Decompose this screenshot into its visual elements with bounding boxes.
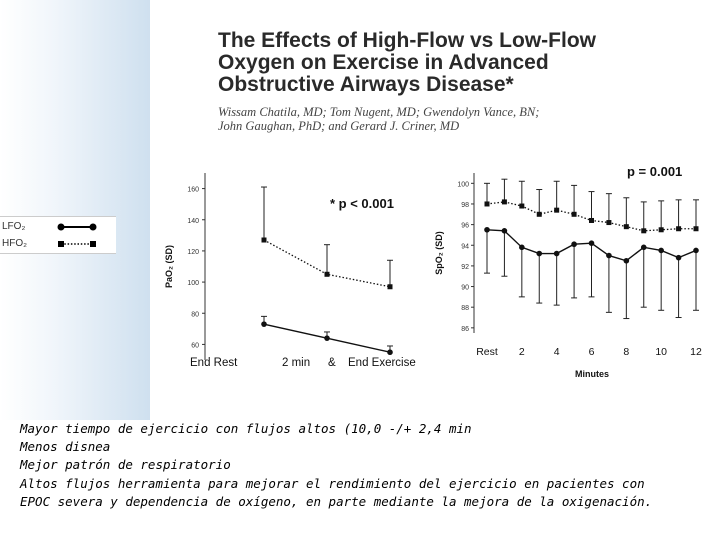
x-category-label: 2 min (282, 357, 310, 369)
hfo-series-point (658, 227, 664, 233)
hfo-series-point (606, 220, 612, 226)
x-category-label: End Rest (190, 357, 238, 369)
caption-line: Mayor tiempo de ejercicio con flujos alt… (20, 421, 472, 436)
lfo-series-point (623, 257, 630, 264)
hfo-series-point (387, 284, 393, 290)
x-axis-label: Minutes (575, 369, 609, 379)
x-tick-label: 8 (623, 346, 629, 358)
lfo-series-point (536, 250, 543, 257)
lfo-series-point (571, 241, 577, 248)
spo2-chart-panel: 86 88 90 92 94 96 98 100 SpO₂ (SD) p = 0.001 Rest 2… (430, 155, 712, 385)
y-axis-label: PaO₂ (SD) (164, 245, 174, 288)
hfo-series-point (519, 203, 525, 209)
lfo-series-point (553, 250, 560, 257)
pao2-chart: 60 80 100 120 140 160 PaO₂ (SD) * p < 0.001 End … (164, 173, 416, 369)
lfo-series-point (588, 240, 595, 246)
y-tick-label: 60 (191, 342, 199, 349)
y-tick-label: 86 (461, 326, 469, 333)
lfo-series-point (501, 228, 508, 234)
hfo-series-point (536, 211, 542, 217)
hfo-series-point (484, 201, 490, 207)
lfo-series-point (658, 247, 664, 254)
paper-title: The Effects of High-Flow vs Low-Flow Oxy… (218, 30, 698, 96)
x-tick-label: 10 (655, 346, 667, 358)
legend-label-hfo: HFO₂ (2, 238, 27, 249)
x-category-label: End Exercise (348, 357, 416, 369)
lfo-series-point (606, 252, 612, 259)
y-tick-label: 100 (187, 280, 199, 287)
y-tick-label: 160 (187, 187, 199, 194)
legend-label-lfo: LFO₂ (2, 221, 26, 232)
lfo-series-point (640, 244, 647, 251)
title-line: Oxygen on Exercise in Advanced (218, 51, 549, 74)
y-tick-label: 88 (461, 305, 469, 312)
caption-line: Menos disnea (20, 439, 111, 455)
hfo-series-point (324, 271, 330, 277)
y-tick-label: 96 (461, 223, 469, 230)
hfo-series-point (693, 226, 699, 232)
y-tick-label: 140 (187, 218, 199, 225)
hfo-series-point (554, 207, 560, 213)
x-tick-label: 2 (519, 346, 525, 358)
lfo-series-point (484, 226, 490, 233)
y-tick-label: 98 (461, 202, 469, 209)
significance-annotation: p = 0.001 (627, 164, 682, 179)
x-category-separator: & (328, 357, 336, 369)
lfo-series-point (387, 349, 393, 356)
title-line: The Effects of High-Flow vs Low-Flow (218, 29, 596, 52)
significance-annotation: * p < 0.001 (330, 196, 394, 211)
caption-line: EPOC severa y dependencia de oxígeno, en… (20, 493, 653, 509)
hfo-series-point (589, 217, 594, 223)
y-tick-label: 80 (191, 311, 199, 318)
x-tick-label: Rest (476, 346, 498, 358)
lfo-series-point (693, 247, 699, 254)
lfo-series-point (324, 335, 330, 341)
author-line: John Gaughan, PhD; and Gerard J. Criner,… (218, 119, 460, 133)
caption-line: Altos flujos herramienta para mejorar el… (20, 475, 645, 491)
hfo-series-point (676, 226, 682, 232)
x-tick-label: 6 (589, 346, 595, 358)
hfo-series-point (641, 228, 647, 234)
lfo-series-point (675, 254, 682, 261)
side-gradient-panel (0, 0, 150, 420)
chart-legend: LFO₂ HFO₂ (0, 216, 116, 254)
caption-line: Mejor patrón de respiratorio (20, 457, 231, 473)
y-axis-label: SpO₂ (SD) (434, 231, 444, 275)
y-tick-label: 90 (461, 285, 469, 292)
hfo-series-point (501, 199, 507, 205)
legend-swatch-solid (57, 223, 97, 231)
lfo-series-point (261, 321, 267, 327)
hfo-series-point (623, 224, 629, 230)
pao2-chart-panel: 60 80 100 120 140 160 PaO₂ (SD) * p < 0.001 End … (152, 158, 420, 378)
x-tick-label: 4 (554, 346, 560, 358)
hfo-series-point (261, 237, 267, 243)
legend-entry-lfo: LFO₂ (0, 219, 116, 235)
hfo-series-point (571, 211, 577, 217)
x-tick-label: 12 (690, 346, 702, 358)
y-tick-label: 94 (461, 243, 469, 250)
y-tick-label: 100 (457, 181, 469, 188)
y-tick-label: 92 (461, 264, 469, 271)
legend-swatch-dotted (58, 241, 96, 247)
legend-entry-hfo: HFO₂ (0, 236, 116, 252)
caption-text: Mayor tiempo de ejercicio con flujos alt… (20, 420, 710, 511)
paper-authors: Wissam Chatila, MD; Tom Nugent, MD; Gwen… (218, 105, 678, 133)
y-tick-label: 120 (187, 249, 199, 256)
author-line: Wissam Chatila, MD; Tom Nugent, MD; Gwen… (218, 105, 540, 119)
lfo-series-point (519, 244, 525, 251)
title-line: Obstructive Airways Disease* (218, 73, 514, 96)
